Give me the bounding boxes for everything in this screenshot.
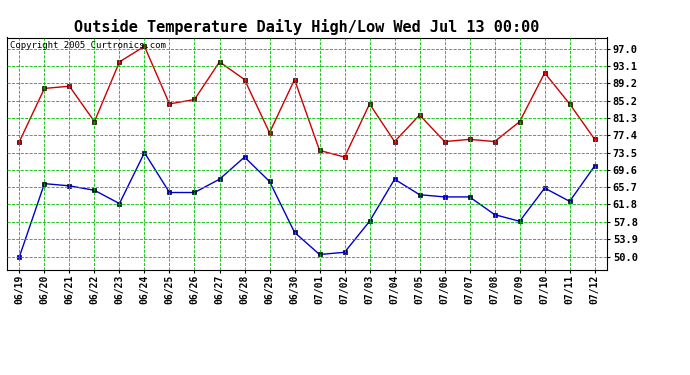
Text: Copyright 2005 Curtronics.com: Copyright 2005 Curtronics.com <box>10 41 166 50</box>
Title: Outside Temperature Daily High/Low Wed Jul 13 00:00: Outside Temperature Daily High/Low Wed J… <box>75 19 540 35</box>
